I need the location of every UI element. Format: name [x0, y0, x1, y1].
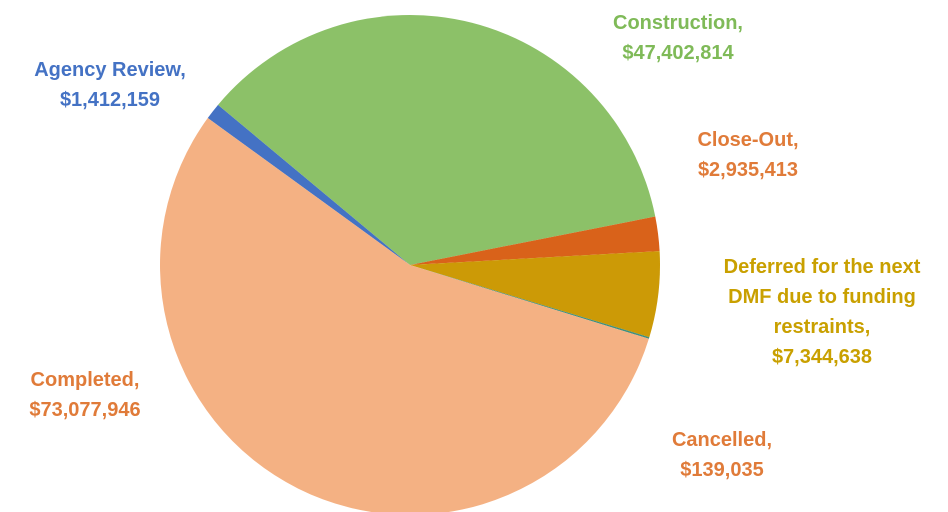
slice-label: Close-Out, $2,935,413 [648, 125, 848, 185]
pie-slice [410, 251, 661, 338]
label-value: $47,402,814 [622, 42, 734, 64]
label-value: $1,412,159 [59, 89, 161, 111]
pie-slice [410, 265, 650, 339]
slice-label: Agency Review, $1,412,159 [0, 55, 220, 115]
label-value: $7,344,638 [771, 346, 873, 368]
label-value: $139,035 [680, 459, 764, 481]
label-value: $2,935,413 [697, 159, 799, 181]
pie-slice [207, 104, 410, 265]
slice-label: Cancelled, $139,035 [622, 425, 822, 485]
label-name: Construction, [613, 12, 743, 34]
pie-slice [410, 216, 660, 265]
slice-label: Completed, $73,077,946 [0, 365, 185, 425]
pie-slice [160, 118, 649, 512]
label-name: Completed, [30, 369, 140, 391]
label-value: $73,077,946 [29, 399, 141, 421]
slice-label: Deferred for the next DMF due to funding… [702, 252, 942, 372]
label-name: Deferred for the next DMF due to funding… [723, 256, 921, 338]
label-name: Cancelled, [671, 429, 773, 451]
label-name: Close-Out, [697, 129, 799, 151]
pie-slice [218, 14, 656, 266]
label-name: Agency Review, [34, 59, 186, 81]
slice-label: Construction, $47,402,814 [568, 8, 788, 68]
